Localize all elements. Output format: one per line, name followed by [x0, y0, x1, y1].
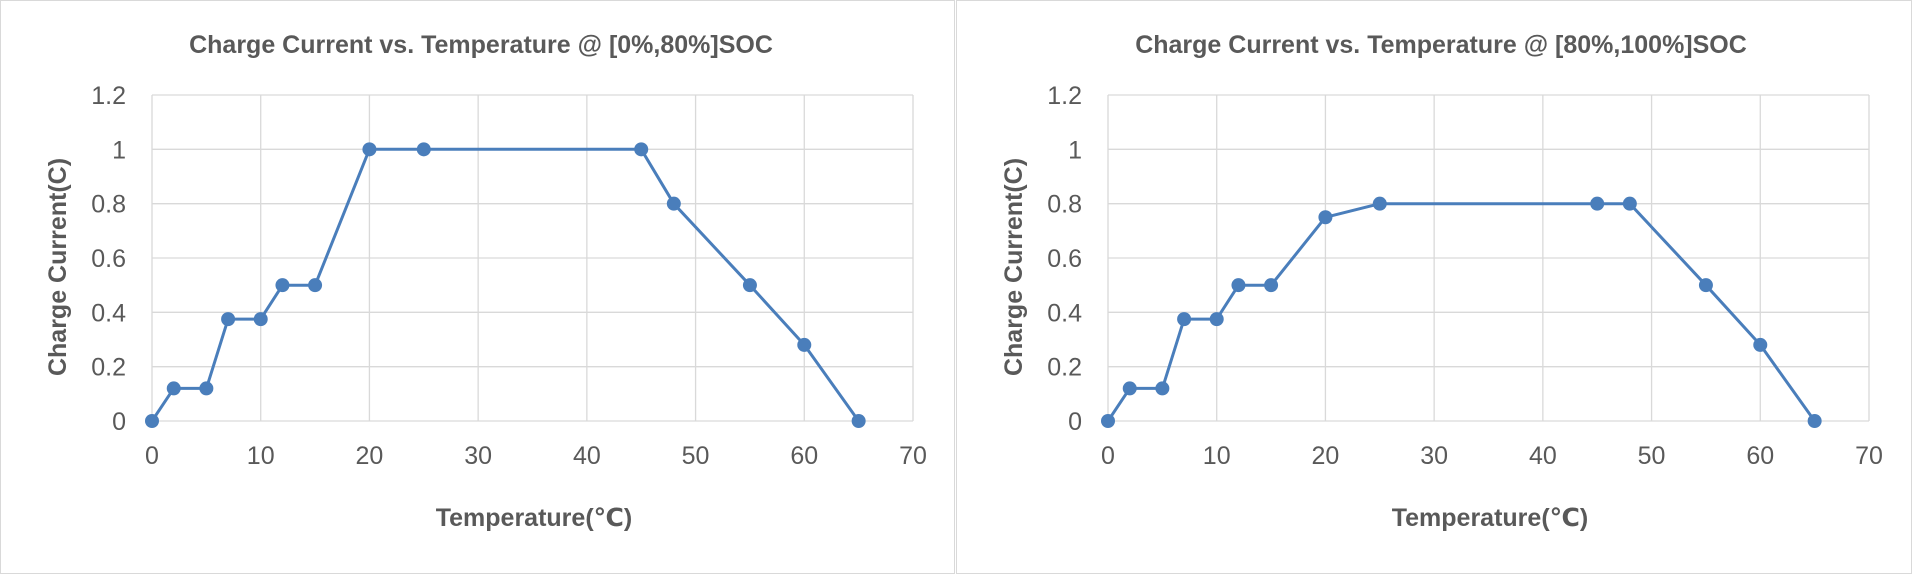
- chart-title: Charge Current vs. Temperature @ [80%,10…: [1135, 31, 1747, 59]
- chart-panel-left: Charge Current vs. Temperature @ [0%,80%…: [0, 0, 955, 574]
- data-point: [1155, 381, 1170, 396]
- y-tick-label: 1: [112, 136, 126, 164]
- data-point: [634, 142, 649, 157]
- x-axis-label: Temperature(℃): [436, 504, 633, 532]
- data-point: [1753, 337, 1768, 352]
- x-tick-label: 30: [464, 442, 492, 470]
- y-tick-label: 0.6: [1047, 245, 1082, 273]
- data-point: [416, 142, 431, 157]
- chart-title: Charge Current vs. Temperature @ [0%,80%…: [189, 31, 773, 59]
- x-tick-label: 50: [682, 442, 710, 470]
- data-point: [166, 381, 181, 396]
- data-point: [1177, 312, 1192, 327]
- chart-panel-right: Charge Current vs. Temperature @ [80%,10…: [956, 0, 1912, 574]
- data-point: [1622, 196, 1637, 211]
- x-tick-label: 70: [899, 442, 927, 470]
- x-tick-label: 60: [1746, 442, 1774, 470]
- data-point: [1698, 278, 1713, 293]
- y-tick-label: 0.2: [1047, 354, 1082, 382]
- data-point: [742, 278, 757, 293]
- y-tick-label: 0.6: [91, 245, 126, 273]
- data-point: [253, 312, 268, 327]
- y-tick-label: 0.8: [91, 191, 126, 219]
- data-point: [275, 278, 290, 293]
- x-tick-label: 30: [1420, 442, 1448, 470]
- x-tick-label: 20: [356, 442, 384, 470]
- y-axis-label: Charge Current(C): [44, 158, 72, 376]
- series-line: [150, 147, 860, 422]
- data-point: [1372, 196, 1387, 211]
- data-point: [1318, 210, 1333, 225]
- x-tick-label: 20: [1312, 442, 1340, 470]
- y-tick-label: 1.2: [1047, 82, 1082, 110]
- data-point: [1590, 196, 1605, 211]
- x-tick-label: 0: [145, 442, 159, 470]
- x-axis-label: Temperature(℃): [1392, 504, 1589, 532]
- data-point: [797, 337, 812, 352]
- data-point: [199, 381, 214, 396]
- data-point: [145, 414, 159, 428]
- data-point: [1264, 278, 1279, 293]
- data-point: [1807, 414, 1822, 428]
- data-point: [1209, 312, 1224, 327]
- x-tick-label: 50: [1638, 442, 1666, 470]
- data-point: [221, 312, 236, 327]
- chart-svg-right: Charge Current vs. Temperature @ [80%,10…: [1000, 31, 1883, 532]
- x-tick-label: 70: [1855, 442, 1883, 470]
- y-tick-label: 0.4: [91, 299, 126, 327]
- y-tick-label: 1: [1068, 136, 1082, 164]
- chart-svg-left: Charge Current vs. Temperature @ [0%,80%…: [44, 31, 927, 532]
- data-point: [362, 142, 377, 157]
- data-point: [851, 414, 866, 428]
- x-tick-label: 10: [1203, 442, 1231, 470]
- data-point: [1231, 278, 1246, 293]
- data-point: [308, 278, 323, 293]
- data-point: [1122, 381, 1137, 396]
- x-tick-label: 40: [1529, 442, 1557, 470]
- x-tick-label: 0: [1101, 442, 1115, 470]
- y-tick-label: 0: [1068, 408, 1082, 436]
- y-tick-label: 1.2: [91, 82, 126, 110]
- x-tick-label: 40: [573, 442, 601, 470]
- y-tick-label: 0.8: [1047, 191, 1082, 219]
- x-tick-label: 10: [247, 442, 275, 470]
- y-tick-label: 0: [112, 408, 126, 436]
- x-tick-label: 60: [790, 442, 818, 470]
- y-tick-label: 0.4: [1047, 299, 1082, 327]
- data-point: [1101, 414, 1115, 428]
- data-point: [666, 196, 681, 211]
- series-line: [1106, 202, 1816, 422]
- y-tick-label: 0.2: [91, 354, 126, 382]
- y-axis-label: Charge Current(C): [1000, 158, 1028, 376]
